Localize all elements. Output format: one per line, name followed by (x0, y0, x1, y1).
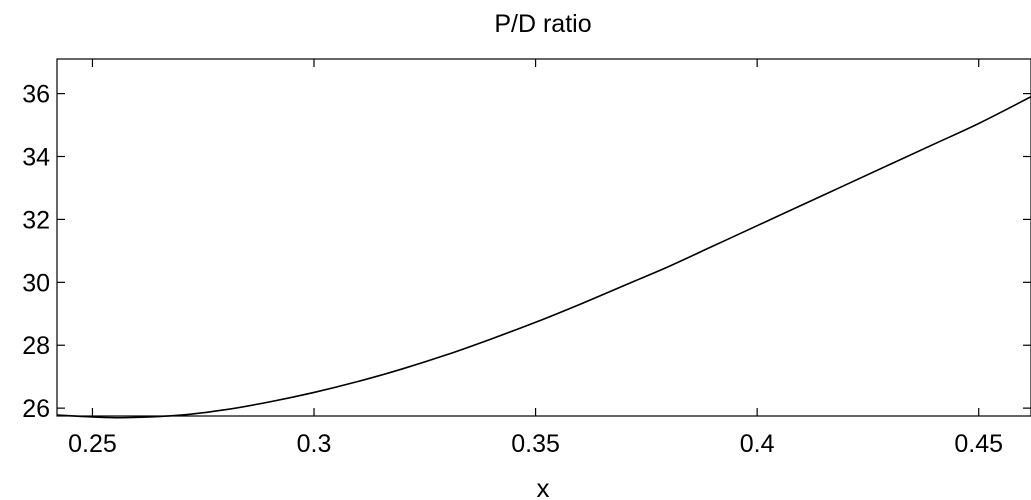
plot-area (56, 58, 1031, 417)
x-tick-label: 0.25 (68, 430, 117, 458)
y-tick-label: 34 (22, 144, 50, 172)
chart-title: P/D ratio (494, 10, 591, 38)
series-layer (56, 96, 1031, 419)
x-tick-label: 0.45 (954, 430, 1003, 458)
x-tick-label: 0.4 (740, 430, 775, 458)
y-tick-label: 32 (22, 206, 50, 234)
x-axis: 0.25 0.3 0.35 0.4 0.45 (68, 59, 1003, 458)
x-axis-label: x (537, 473, 550, 500)
y-tick-label: 36 (22, 81, 50, 109)
y-tick-label: 26 (22, 395, 50, 423)
x-tick-label: 0.35 (511, 430, 560, 458)
y-tick-label: 30 (22, 269, 50, 297)
y-tick-label: 28 (22, 332, 50, 360)
series-line (56, 96, 1031, 419)
x-tick-label: 0.3 (297, 430, 332, 458)
y-axis: 26 28 30 32 34 36 (22, 81, 1031, 423)
